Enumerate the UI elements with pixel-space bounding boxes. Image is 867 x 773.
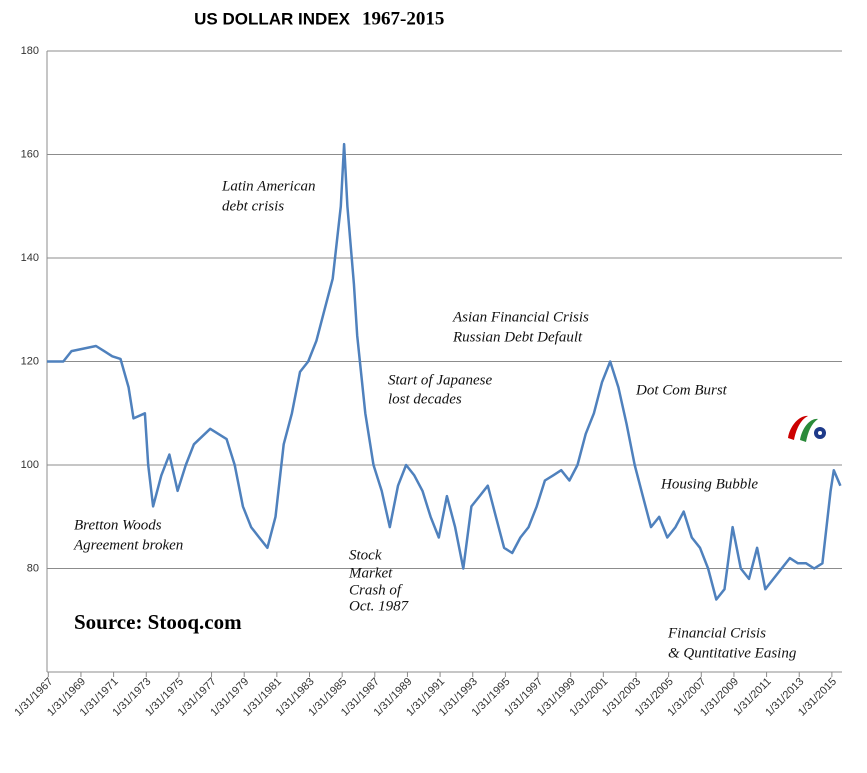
annotation: Start of Japanese — [388, 372, 492, 388]
y-tick-label: 140 — [21, 252, 39, 264]
annotation: Stock — [349, 547, 382, 563]
annotation: Housing Bubble — [660, 476, 758, 492]
annotation: & Quntitative Easing — [668, 645, 797, 661]
annotation: Market — [348, 565, 393, 581]
source-note: Source: Stooq.com — [74, 610, 242, 634]
annotation: Latin American — [221, 178, 315, 194]
y-tick-label: 120 — [21, 355, 39, 367]
annotation: Dot Com Burst — [635, 382, 728, 398]
annotation: Agreement broken — [73, 537, 183, 553]
annotation: Asian Financial Crisis — [452, 309, 589, 325]
annotation: Oct. 1987 — [349, 598, 410, 614]
y-tick-label: 160 — [21, 148, 39, 160]
y-tick-label: 180 — [21, 45, 39, 57]
logo — [788, 415, 826, 442]
annotation: Crash of — [349, 582, 403, 598]
annotation: Russian Debt Default — [452, 329, 583, 345]
annotation: lost decades — [388, 391, 462, 407]
chart-subtitle: 1967-2015 — [362, 8, 444, 29]
annotation: debt crisis — [222, 198, 284, 214]
y-tick-label: 80 — [27, 562, 39, 574]
annotation: Financial Crisis — [667, 625, 766, 641]
annotation: Bretton Woods — [74, 517, 162, 533]
series-line — [47, 142, 842, 601]
y-tick-label: 100 — [21, 459, 39, 471]
chart-title: US DOLLAR INDEX — [194, 9, 351, 28]
